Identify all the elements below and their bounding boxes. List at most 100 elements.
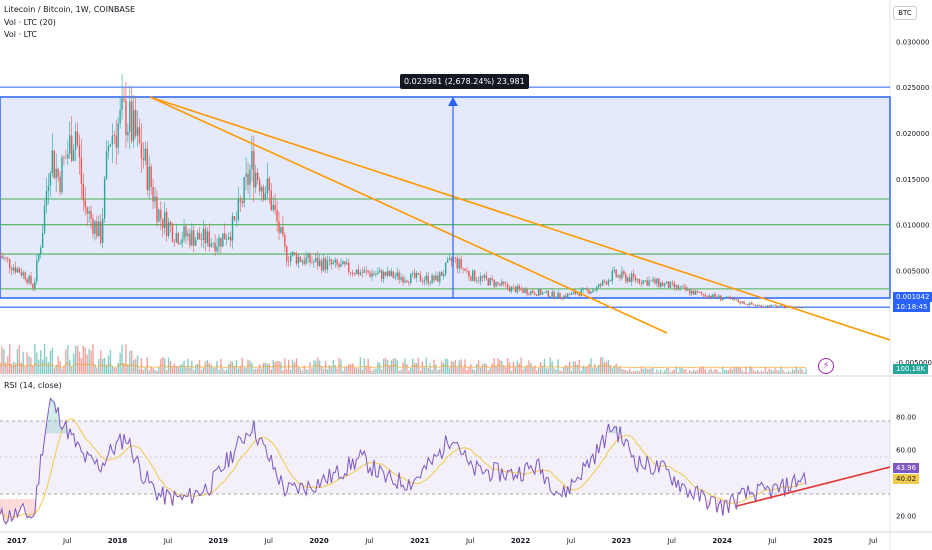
volume-bar (82, 345, 85, 374)
candle-body (382, 272, 385, 279)
candle-body (338, 264, 340, 267)
candle-body (642, 280, 644, 285)
candle-body (561, 297, 563, 299)
rsi-trendline[interactable] (736, 466, 891, 507)
volume-bar (489, 368, 491, 374)
candle-body (107, 145, 110, 152)
candle-body (460, 259, 462, 269)
candle-body (799, 307, 801, 308)
volume-bar (691, 371, 693, 374)
volume-bar (18, 345, 21, 374)
candle-body (588, 289, 590, 294)
candle-body (84, 200, 86, 208)
lightning-icon[interactable]: ⚡ (818, 358, 834, 374)
candle-body (206, 231, 209, 244)
symbol-title[interactable]: Litecoin / Bitcoin, 1W, COINBASE (4, 5, 136, 14)
volume-bar (311, 368, 313, 374)
volume-bar (299, 368, 302, 374)
volume-bar (245, 368, 247, 374)
volume-indicator-label-2[interactable]: Vol · LTC (4, 30, 37, 39)
trendline-2[interactable] (149, 96, 891, 341)
candle-body (737, 299, 739, 303)
rsi-indicator-label[interactable]: RSI (14, close) (4, 381, 62, 390)
volume-bar (474, 370, 476, 374)
volume-bar (743, 372, 745, 374)
candle-body (694, 291, 697, 295)
candle-body (567, 293, 569, 298)
candle-body (152, 187, 154, 202)
candle-body (289, 256, 292, 262)
candle-body (121, 98, 123, 110)
time-axis[interactable]: 2017 Jul 2018 Jul 2019 Jul 2020 Jul 2021 Jul 2022 J… (7, 537, 877, 545)
candle-body (766, 305, 768, 307)
volume-bar (475, 363, 478, 374)
volume-bar (634, 371, 637, 374)
volume-bar (208, 362, 210, 374)
candle-body (565, 295, 567, 298)
candle-body (32, 283, 34, 289)
volume-bar (330, 366, 333, 374)
volume-bar (596, 367, 598, 374)
volume-bar (320, 366, 323, 374)
volume-bar (125, 344, 127, 374)
candle-body (493, 279, 495, 287)
volume-bar (286, 369, 288, 374)
currency-button[interactable]: BTC (893, 6, 917, 20)
volume-bar (375, 368, 377, 374)
time-axis-label: 2019 (209, 537, 229, 545)
volume-bar (12, 361, 15, 374)
candle-body (747, 304, 749, 306)
candle-body (553, 291, 555, 298)
candle-body (450, 258, 453, 262)
volume-bar (34, 344, 36, 374)
volume-bar (545, 368, 548, 374)
volume-bar (187, 358, 189, 374)
price-axis[interactable]: 0.030000 0.025000 0.020000 0.015000 0.010000… (896, 38, 932, 367)
candle-body (596, 287, 598, 291)
candle-body (313, 261, 315, 263)
candle-body (47, 185, 50, 191)
candle-body (599, 284, 602, 286)
volume-bar (539, 362, 542, 374)
volume-bar (406, 363, 408, 374)
candle-body (351, 272, 354, 274)
candle-body (784, 305, 786, 308)
candle-body (144, 148, 147, 161)
candle-body (375, 274, 377, 275)
rsi-axis[interactable]: 80.00 60.00 20.00 (896, 414, 916, 521)
volume-bar (156, 370, 158, 374)
volume-bar (787, 371, 790, 374)
candle-body (685, 286, 687, 291)
volume-bar (789, 372, 792, 374)
support-levels[interactable] (0, 86, 890, 308)
candle-body (98, 221, 100, 237)
volume-bar (212, 367, 214, 374)
volume-bar (689, 370, 691, 374)
candle-body (598, 284, 600, 288)
volume-bar (582, 365, 584, 374)
volume-indicator-label[interactable]: Vol · LTC (20) (4, 18, 56, 27)
trendline-1[interactable] (149, 96, 668, 334)
volume-bar (249, 360, 251, 374)
candle-body (776, 305, 778, 308)
candle-body (3, 257, 5, 259)
volume-bar (295, 358, 298, 374)
volume-bar (96, 368, 98, 374)
volume-bar (243, 366, 245, 374)
candle-body (20, 272, 23, 276)
candle-body (735, 299, 737, 301)
volume-bar (603, 362, 606, 374)
volume-bar (206, 359, 209, 374)
volume-bar (301, 370, 303, 374)
volume-bar (793, 369, 796, 374)
candle-body (158, 209, 160, 222)
volume-bar (365, 366, 367, 374)
candle-body (429, 282, 431, 284)
volume-bar (105, 364, 108, 374)
candle-body (528, 294, 530, 295)
candle-body (260, 187, 263, 192)
candle-body (39, 247, 42, 254)
volume-bar (282, 370, 284, 374)
volume-bar (723, 370, 726, 374)
